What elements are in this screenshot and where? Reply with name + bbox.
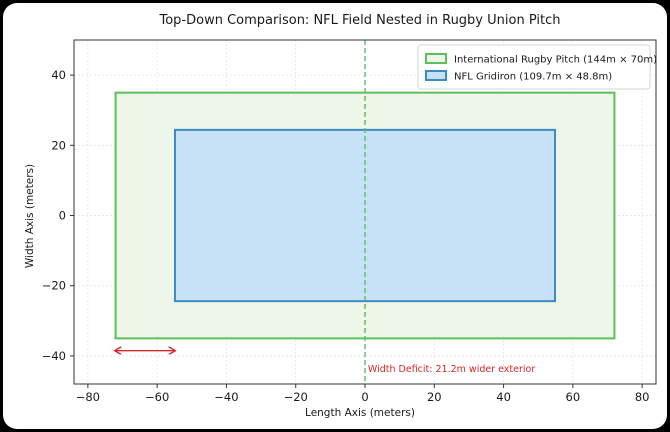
x-tick-label: 60 xyxy=(566,390,581,404)
legend-label-rugby: International Rugby Pitch (144m × 70m) xyxy=(454,55,657,66)
plot-area: Width Deficit: 21.2m wider exterior −80 −6… xyxy=(42,39,657,404)
chart-frame: Top-Down Comparison: NFL Field Nested in… xyxy=(3,3,667,429)
x-tick-label: 80 xyxy=(635,390,650,404)
x-tick-label: 40 xyxy=(496,390,511,404)
x-tick-label: −40 xyxy=(214,390,238,404)
legend-label-nfl: NFL Gridiron (109.7m × 48.8m) xyxy=(454,72,612,83)
x-tick-label: −80 xyxy=(76,390,100,404)
chart-svg: Top-Down Comparison: NFL Field Nested in… xyxy=(24,13,657,419)
chart-title: Top-Down Comparison: NFL Field Nested in… xyxy=(159,13,561,28)
legend-swatch-rugby xyxy=(425,53,447,64)
legend: International Rugby Pitch (144m × 70m) NF… xyxy=(417,44,657,90)
y-tick-label: −20 xyxy=(42,279,66,293)
x-tick-label: −20 xyxy=(284,390,308,404)
y-tick-label: 0 xyxy=(59,209,66,223)
y-tick-label: −40 xyxy=(42,349,66,363)
y-tick-label: 40 xyxy=(51,68,66,82)
legend-box xyxy=(417,44,651,90)
x-tick-label: 0 xyxy=(361,390,368,404)
x-tick-label: −60 xyxy=(145,390,169,404)
y-axis-label: Width Axis (meters) xyxy=(24,164,36,268)
x-tick-label: 20 xyxy=(427,390,442,404)
y-tick-label: 20 xyxy=(51,138,66,152)
legend-swatch-nfl xyxy=(425,70,447,81)
width-deficit-annotation: Width Deficit: 21.2m wider exterior xyxy=(368,364,535,375)
x-axis-label: Length Axis (meters) xyxy=(305,407,415,419)
